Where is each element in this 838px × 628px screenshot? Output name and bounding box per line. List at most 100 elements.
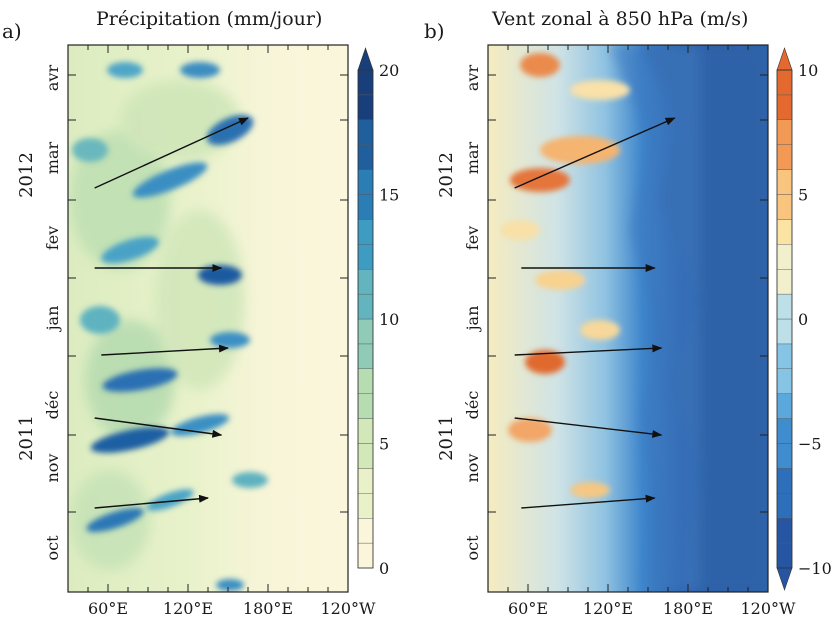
colorbar-band [357, 269, 374, 295]
y-month-label-oct: oct [43, 535, 62, 561]
colorbar-band [357, 119, 374, 145]
propagation-arrow [514, 117, 676, 189]
colorbar-band [357, 293, 374, 320]
colorbar-frame [776, 69, 793, 569]
colorbar-band [776, 393, 793, 419]
colorbar-extend-max [776, 47, 793, 71]
y-month-label-mar: mar [463, 141, 482, 174]
colorbar-tick-label: 10 [379, 310, 399, 329]
colorbar-band [357, 518, 374, 544]
y-month-label-déc: déc [463, 391, 482, 420]
colorbar-band [776, 542, 793, 569]
colorbar-band [776, 269, 793, 295]
colorbar-band [357, 219, 374, 245]
y-month-label-fev: fev [43, 226, 62, 250]
panel-a-field [68, 45, 348, 592]
panel-b-arrows [514, 117, 676, 509]
colorbar-band [357, 418, 374, 444]
colorbar-band [357, 468, 374, 494]
panel-b-yaxis: oct nov déc jan fev mar avr 2011 2012 [436, 65, 768, 561]
y-month-label-fev: fev [463, 226, 482, 250]
propagation-arrow [94, 117, 249, 189]
panel-a: a) Précipitation (mm/jour) [2, 8, 399, 618]
colorbar-band [776, 244, 793, 270]
colorbar-band [357, 393, 374, 419]
panel-b-label: b) [424, 19, 445, 43]
colorbar-extend-max [357, 47, 374, 71]
y-month-label-nov: nov [43, 454, 62, 483]
y-month-label-déc: déc [43, 391, 62, 420]
colorbar-tick-label: 10 [798, 61, 818, 80]
colorbar-tick-label: 5 [379, 435, 389, 454]
colorbar-band [776, 94, 793, 121]
colorbar-band [357, 144, 374, 170]
y-month-label-jan: jan [43, 306, 62, 333]
x-tick-label: 120°W [321, 599, 377, 618]
x-tick-label: 180°E [663, 599, 713, 618]
panel-b-field [488, 45, 768, 592]
colorbar-band [776, 194, 793, 220]
colorbar-band [357, 343, 374, 369]
colorbar-band [776, 219, 793, 245]
colorbar-band [776, 493, 793, 519]
x-tick-label: 60°E [88, 599, 128, 618]
colorbar-band [357, 194, 374, 220]
x-tick-label: 120°W [741, 599, 797, 618]
x-tick-label: 60°E [508, 599, 548, 618]
colorbar-band [776, 318, 793, 345]
propagation-arrow [94, 417, 223, 438]
colorbar-tick-label: −10 [798, 559, 832, 578]
panel-a-label: a) [2, 19, 22, 43]
propagation-arrow [521, 494, 656, 509]
propagation-arrow [514, 417, 663, 438]
x-tick-label: 120°E [163, 599, 213, 618]
colorbar-tick-label: −5 [798, 435, 822, 454]
colorbar-extend-min [776, 567, 793, 591]
panel-b-title: Vent zonal à 850 hPa (m/s) [491, 8, 748, 30]
colorbar-band [357, 542, 374, 569]
panel-a-title: Précipitation (mm/jour) [96, 8, 322, 30]
colorbar-tick-label: 0 [379, 559, 389, 578]
colorbar-band [776, 293, 793, 320]
propagation-arrow [101, 344, 229, 356]
y-month-label-mar: mar [43, 141, 62, 174]
panel-a-colorbar: 0 5 10 15 20 [357, 47, 399, 578]
colorbar-band [357, 493, 374, 519]
colorbar-band [357, 443, 374, 469]
y-month-label-jan: jan [463, 306, 482, 333]
x-tick-label: 120°E [583, 599, 633, 618]
colorbar-band [357, 318, 374, 345]
colorbar-band [776, 518, 793, 544]
colorbar-band [776, 119, 793, 145]
y-month-label-avr: avr [463, 65, 482, 92]
colorbar-band [776, 418, 793, 444]
panel-a-yaxis: oct nov déc jan fev mar avr 2011 2012 [16, 65, 348, 561]
colorbar-band [357, 368, 374, 394]
colorbar-tick-label: 15 [379, 186, 399, 205]
y-month-label-nov: nov [463, 454, 482, 483]
propagation-arrow [94, 494, 209, 509]
panel-a-arrows [94, 117, 249, 509]
colorbar-band [776, 443, 793, 469]
colorbar-tick-label: 0 [798, 310, 808, 329]
colorbar-tick-label: 20 [379, 61, 399, 80]
colorbar-tick-label: 5 [798, 186, 808, 205]
colorbar-band [776, 368, 793, 394]
y-month-label-avr: avr [43, 65, 62, 92]
panel-b-colorbar: 10 5 0 −5 −10 [776, 47, 832, 591]
y-year-label: 2011 [436, 415, 457, 461]
panel-b: b) Vent zonal à 850 hPa (m/s) 60 [424, 8, 832, 618]
colorbar-frame [357, 69, 374, 569]
x-tick-label: 180°E [243, 599, 293, 618]
panel-a-xaxis: 60°E 120°E 180°E 120°W [67, 45, 377, 618]
colorbar-band [357, 169, 374, 195]
panel-b-xaxis: 60°E 120°E 180°E 120°W [487, 45, 797, 618]
colorbar-band [776, 144, 793, 170]
y-year-label: 2012 [436, 152, 457, 198]
colorbar-band [776, 169, 793, 195]
colorbar-band [357, 244, 374, 270]
colorbar-band [776, 343, 793, 369]
propagation-arrow [514, 344, 663, 356]
colorbar-band [357, 69, 374, 96]
